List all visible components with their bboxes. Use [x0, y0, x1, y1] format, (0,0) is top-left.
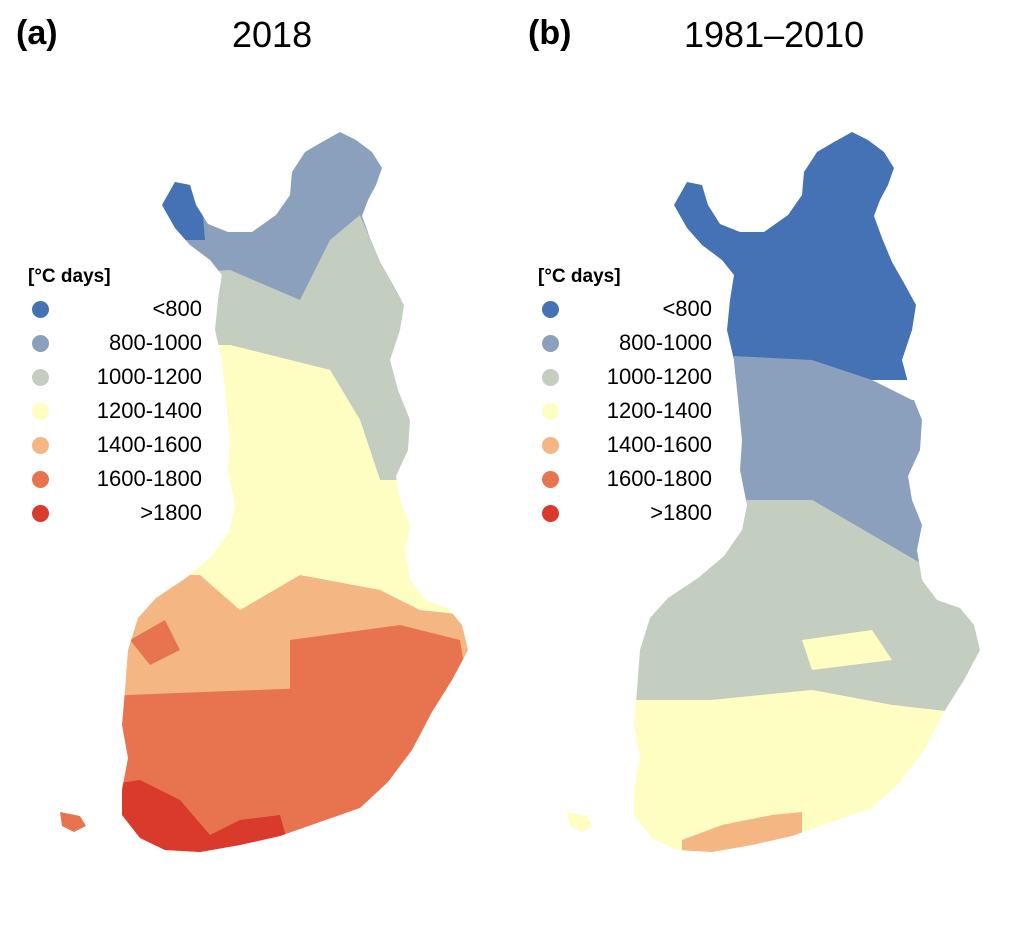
panel-2018: (a) 2018 [°C days] <800 800-1000 — [16, 14, 468, 852]
legend-dot — [32, 437, 49, 454]
legend-item: >1800 — [538, 500, 738, 534]
legend-item: <800 — [28, 296, 228, 330]
panel-letter: (a) — [16, 14, 58, 52]
legend-label: 1400-1600 — [606, 432, 712, 457]
legend-item: 1000-1200 — [538, 364, 738, 398]
legend-dot — [542, 505, 559, 522]
legend-item: <800 — [538, 296, 738, 330]
legend-dot — [32, 369, 49, 386]
legend-dot — [32, 403, 49, 420]
island-group — [567, 812, 592, 832]
legend-item: 1000-1200 — [28, 364, 228, 398]
legend-dot — [542, 301, 559, 318]
legend-title: [°C days] — [538, 266, 621, 287]
legend-label: 1000-1200 — [606, 364, 712, 389]
legend-dot — [542, 437, 559, 454]
legend-title: [°C days] — [28, 266, 111, 287]
finland-map-2018 — [60, 132, 468, 852]
legend: [°C days] <800 800-1000 1000-1200 1200-1… — [28, 266, 228, 534]
legend-item: 1400-1600 — [538, 432, 738, 466]
legend-dot — [32, 505, 49, 522]
legend-dot — [542, 335, 559, 352]
legend-item: 1200-1400 — [28, 398, 228, 432]
panel-1981-2010: (b) 1981–2010 [°C days] <800 800-1000 — [512, 0, 1024, 951]
legend-item: 800-1000 — [28, 330, 228, 364]
zone-800-1000 — [122, 132, 468, 300]
legend-item: 1400-1600 — [28, 432, 228, 466]
legend-label: 1200-1400 — [96, 398, 202, 423]
legend-dot — [542, 471, 559, 488]
legend-label: 1000-1200 — [96, 364, 202, 389]
legend-dot — [32, 471, 49, 488]
legend-item: >1800 — [28, 500, 228, 534]
legend-item: 800-1000 — [538, 330, 738, 364]
legend-label: 800-1000 — [619, 330, 712, 355]
legend-dot — [542, 369, 559, 386]
panel-title: 1981–2010 — [684, 14, 865, 55]
zone-lt800 — [150, 170, 205, 240]
legend-label: <800 — [662, 296, 712, 321]
legend-item: 1600-1800 — [28, 466, 228, 500]
legend: [°C days] <800 800-1000 1000-1200 1200-1… — [538, 266, 738, 534]
legend-label: 1600-1800 — [606, 466, 712, 491]
finland-map-1981-2010 — [567, 132, 980, 852]
legend-label: 800-1000 — [109, 330, 202, 355]
island-group — [60, 812, 86, 832]
panel-title: 2018 — [232, 14, 313, 55]
legend-item: 1200-1400 — [538, 398, 738, 432]
legend-label: 1400-1600 — [96, 432, 202, 457]
legend-label: 1200-1400 — [606, 398, 712, 423]
legend-dot — [32, 335, 49, 352]
legend-dot — [542, 403, 559, 420]
legend-item: 1600-1800 — [538, 466, 738, 500]
legend-label: <800 — [152, 296, 202, 321]
legend-label: 1600-1800 — [96, 466, 202, 491]
legend-dot — [32, 301, 49, 318]
legend-label: >1800 — [650, 500, 712, 525]
panel-letter: (b) — [528, 14, 572, 52]
zone-1200-1400 — [634, 630, 980, 852]
zone-1600-1800 — [122, 620, 468, 852]
legend-label: >1800 — [140, 500, 202, 525]
